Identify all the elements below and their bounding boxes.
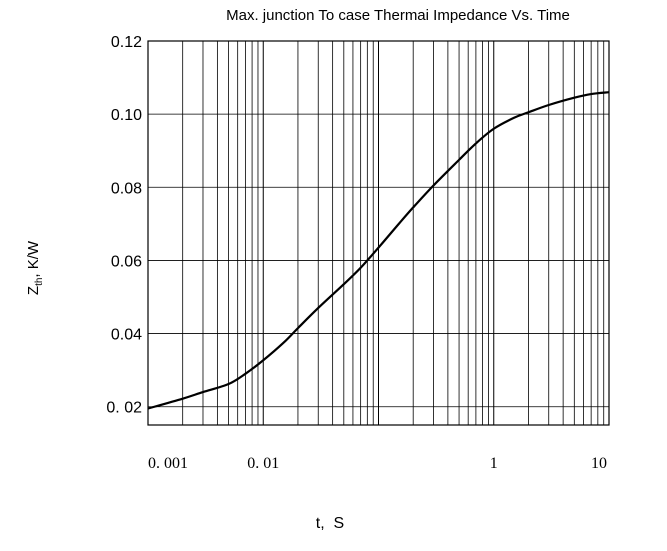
y-tick-label: 0.06: [111, 253, 142, 270]
y-axis-label: Zth, K/W: [25, 240, 45, 295]
series-layer: [147, 91, 610, 410]
y-tick-label: 0.08: [111, 180, 142, 197]
y-axis-label-main: Z: [25, 286, 42, 295]
x-tick-label: 1: [490, 455, 498, 472]
x-axis-label: t, S: [316, 515, 344, 532]
grid: [148, 41, 609, 425]
x-tick-label: 0. 001: [148, 455, 188, 472]
y-axis-label-unit: , K/W: [25, 240, 42, 278]
chart-title: Max. junction To case Thermai Impedance …: [226, 7, 570, 24]
x-tick-label: 0. 01: [247, 455, 279, 472]
y-tick-label: 0.04: [111, 327, 142, 344]
y-axis-label-subscript: th: [34, 278, 45, 286]
y-tick-labels: 0. 02 0.04 0.06 0.08 0.10 0.12: [106, 34, 142, 417]
y-tick-label: 0.12: [111, 34, 142, 51]
series-line: [147, 91, 610, 410]
x-tick-labels: 0. 001 0. 01 1 10: [148, 455, 607, 472]
y-tick-label: 0.10: [111, 107, 142, 124]
y-tick-label: 0. 02: [106, 400, 142, 417]
plot-frame: [147, 40, 610, 426]
x-tick-label: 10: [591, 455, 607, 472]
